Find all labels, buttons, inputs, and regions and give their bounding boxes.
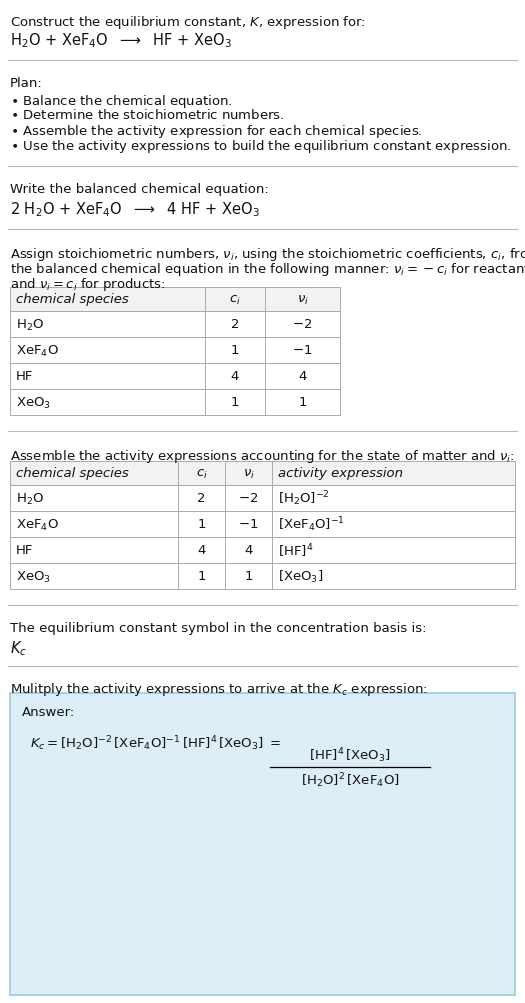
Bar: [10, 364, 340, 389]
Text: $-1$: $-1$: [238, 518, 259, 531]
Text: 4: 4: [244, 544, 253, 557]
Text: XeF$_4$O: XeF$_4$O: [16, 343, 59, 358]
Text: 1: 1: [298, 396, 307, 409]
Bar: [10, 461, 515, 485]
Text: $-2$: $-2$: [292, 318, 312, 331]
Text: 2: 2: [231, 318, 239, 331]
Bar: [10, 389, 340, 415]
Bar: [10, 512, 515, 538]
Text: activity expression: activity expression: [278, 467, 403, 480]
Text: 1: 1: [197, 570, 206, 583]
Bar: [10, 312, 340, 338]
Text: $-2$: $-2$: [238, 492, 259, 505]
Text: $-1$: $-1$: [292, 344, 313, 357]
Text: Assemble the activity expressions accounting for the state of matter and $\nu_i$: Assemble the activity expressions accoun…: [10, 447, 514, 464]
Text: HF: HF: [16, 370, 34, 383]
Text: 2: 2: [197, 492, 206, 505]
Bar: [10, 288, 340, 312]
Text: Answer:: Answer:: [22, 705, 75, 718]
Text: 4: 4: [298, 370, 307, 383]
Bar: [10, 538, 515, 564]
Text: XeO$_3$: XeO$_3$: [16, 569, 51, 584]
Text: the balanced chemical equation in the following manner: $\nu_i = -c_i$ for react: the balanced chemical equation in the fo…: [10, 261, 525, 278]
Bar: [10, 564, 515, 590]
Text: $c_i$: $c_i$: [196, 467, 207, 480]
Bar: [10, 338, 340, 364]
Text: $K_c = [\mathrm{H_2O}]^{-2}\,[\mathrm{XeF_4O}]^{-1}\,[\mathrm{HF}]^4\,[\mathrm{X: $K_c = [\mathrm{H_2O}]^{-2}\,[\mathrm{Xe…: [30, 733, 281, 752]
Text: $\nu_i$: $\nu_i$: [297, 293, 309, 306]
Text: chemical species: chemical species: [16, 467, 129, 480]
Text: H$_2$O: H$_2$O: [16, 317, 44, 332]
Text: $\nu_i$: $\nu_i$: [243, 467, 255, 480]
Text: Construct the equilibrium constant, $K$, expression for:: Construct the equilibrium constant, $K$,…: [10, 14, 366, 31]
Text: XeF$_4$O: XeF$_4$O: [16, 517, 59, 532]
Text: $c_i$: $c_i$: [229, 293, 241, 306]
Text: $\bullet$ Assemble the activity expression for each chemical species.: $\bullet$ Assemble the activity expressi…: [10, 123, 423, 139]
Text: $\bullet$ Use the activity expressions to build the equilibrium constant express: $\bullet$ Use the activity expressions t…: [10, 137, 511, 154]
Text: Assign stoichiometric numbers, $\nu_i$, using the stoichiometric coefficients, $: Assign stoichiometric numbers, $\nu_i$, …: [10, 246, 525, 263]
Text: 4: 4: [197, 544, 206, 557]
Text: Write the balanced chemical equation:: Write the balanced chemical equation:: [10, 183, 269, 196]
Text: $[\mathrm{XeO_3}]$: $[\mathrm{XeO_3}]$: [278, 569, 323, 585]
Text: $\bullet$ Determine the stoichiometric numbers.: $\bullet$ Determine the stoichiometric n…: [10, 108, 285, 122]
Text: Mulitply the activity expressions to arrive at the $K_c$ expression:: Mulitply the activity expressions to arr…: [10, 680, 428, 697]
Text: 2 H$_2$O + XeF$_4$O  $\longrightarrow$  4 HF + XeO$_3$: 2 H$_2$O + XeF$_4$O $\longrightarrow$ 4 …: [10, 200, 260, 219]
Text: chemical species: chemical species: [16, 293, 129, 306]
Text: HF: HF: [16, 544, 34, 557]
Text: 1: 1: [244, 570, 253, 583]
Text: $[\mathrm{H_2O}]^{-2}$: $[\mathrm{H_2O}]^{-2}$: [278, 489, 330, 508]
Text: and $\nu_i = c_i$ for products:: and $\nu_i = c_i$ for products:: [10, 276, 165, 293]
Text: 1: 1: [231, 396, 239, 409]
Text: H$_2$O: H$_2$O: [16, 490, 44, 507]
Text: $K_c$: $K_c$: [10, 638, 27, 657]
Text: $[\mathrm{HF}]^4\,[\mathrm{XeO_3}]$: $[\mathrm{HF}]^4\,[\mathrm{XeO_3}]$: [309, 745, 391, 764]
Bar: [10, 693, 515, 995]
Text: $\bullet$ Balance the chemical equation.: $\bullet$ Balance the chemical equation.: [10, 93, 233, 110]
Bar: [10, 485, 515, 512]
Text: Plan:: Plan:: [10, 77, 43, 90]
Text: 4: 4: [231, 370, 239, 383]
Text: $[\mathrm{XeF_4O}]^{-1}$: $[\mathrm{XeF_4O}]^{-1}$: [278, 516, 345, 534]
Text: The equilibrium constant symbol in the concentration basis is:: The equilibrium constant symbol in the c…: [10, 622, 426, 634]
Text: 1: 1: [197, 518, 206, 531]
Text: 1: 1: [231, 344, 239, 357]
Text: $[\mathrm{HF}]^4$: $[\mathrm{HF}]^4$: [278, 542, 313, 560]
Text: $[\mathrm{H_2O}]^2\,[\mathrm{XeF_4O}]$: $[\mathrm{H_2O}]^2\,[\mathrm{XeF_4O}]$: [301, 770, 400, 789]
Text: XeO$_3$: XeO$_3$: [16, 395, 51, 410]
Text: H$_2$O + XeF$_4$O  $\longrightarrow$  HF + XeO$_3$: H$_2$O + XeF$_4$O $\longrightarrow$ HF +…: [10, 31, 232, 50]
